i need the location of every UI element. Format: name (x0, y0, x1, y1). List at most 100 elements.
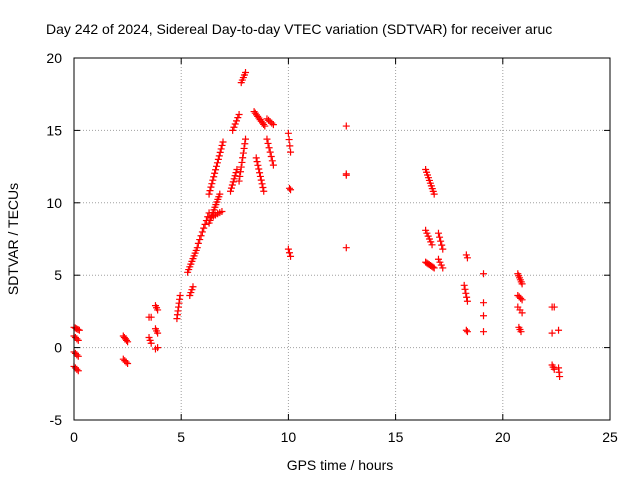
data-point (229, 126, 237, 134)
data-point (124, 360, 132, 368)
data-point (256, 169, 264, 177)
data-point (230, 123, 238, 131)
data-point (193, 244, 201, 252)
data-point (219, 138, 227, 146)
data-point (265, 144, 273, 152)
data-point (285, 136, 293, 144)
data-point (74, 336, 82, 344)
data-point (147, 339, 155, 347)
data-point (238, 158, 246, 166)
data-point (74, 367, 82, 375)
data-point (439, 245, 447, 253)
data-point (240, 144, 248, 152)
x-tick-label: 5 (177, 429, 185, 445)
data-point (217, 145, 225, 153)
data-point (239, 149, 247, 157)
data-point (268, 119, 276, 127)
data-point (436, 233, 444, 241)
data-point (259, 184, 267, 192)
data-point (342, 244, 350, 252)
data-point (123, 336, 131, 344)
data-point (437, 237, 445, 245)
data-point (231, 172, 239, 180)
data-point (239, 154, 247, 162)
chart-title: Day 242 of 2024, Sidereal Day-to-day VTE… (46, 21, 552, 37)
data-point (434, 229, 442, 237)
data-point (231, 120, 239, 128)
data-point (200, 224, 208, 232)
data-point (209, 176, 217, 184)
data-point (258, 180, 266, 188)
data-point (260, 187, 268, 195)
data-point (210, 173, 218, 181)
data-point (548, 329, 556, 337)
data-point (286, 142, 294, 150)
data-point (122, 358, 130, 366)
data-point (263, 135, 271, 143)
data-point (211, 169, 219, 177)
data-point (234, 114, 242, 122)
data-point (428, 241, 436, 249)
grid-lines (74, 58, 610, 420)
data-point (342, 171, 350, 179)
data-point (74, 326, 82, 333)
data-point (518, 280, 526, 288)
data-point (253, 158, 261, 166)
data-point (233, 117, 241, 125)
data-point (480, 312, 488, 320)
data-point (229, 178, 237, 186)
data-point (480, 270, 488, 278)
data-point (213, 159, 221, 167)
y-tick-label: 10 (46, 195, 62, 211)
data-point (518, 296, 526, 304)
data-point (241, 140, 249, 148)
data-point (463, 293, 471, 301)
data-point (480, 299, 488, 307)
data-point (518, 309, 526, 317)
data-point (205, 190, 213, 198)
data-point (154, 329, 162, 337)
data-point (206, 187, 214, 195)
data-point (439, 264, 447, 272)
data-point (216, 190, 224, 198)
data-point (237, 163, 245, 171)
data-point (462, 289, 470, 297)
x-tick-label: 0 (70, 429, 78, 445)
data-point (198, 228, 206, 236)
data-point (242, 135, 250, 143)
y-tick-label: 0 (54, 340, 62, 356)
data-point (147, 313, 155, 321)
data-point (287, 148, 295, 156)
data-point (218, 141, 226, 149)
data-point (460, 281, 468, 289)
data-point (480, 328, 488, 336)
data-point (342, 122, 350, 130)
y-tick-label: 15 (46, 122, 62, 138)
data-point (233, 165, 241, 173)
data-point (463, 297, 471, 305)
data-points (70, 68, 564, 381)
data-point (556, 373, 564, 381)
data-point (287, 252, 295, 260)
y-tick-label: 5 (54, 267, 62, 283)
data-point (73, 365, 81, 373)
data-point (461, 285, 469, 293)
data-point (154, 306, 162, 314)
data-point (285, 249, 293, 257)
y-tick-label: 20 (46, 50, 62, 66)
data-point (216, 148, 224, 156)
x-tick-label: 25 (602, 429, 618, 445)
x-tick-label: 15 (388, 429, 404, 445)
data-point (261, 122, 269, 130)
data-point (266, 148, 274, 156)
y-tick-label: -5 (50, 412, 63, 428)
data-point (237, 168, 245, 176)
data-point (429, 263, 437, 271)
data-point (201, 220, 209, 228)
data-point (284, 245, 292, 253)
data-point (463, 254, 471, 262)
data-point (232, 169, 240, 177)
data-point (215, 152, 223, 160)
data-point (189, 283, 197, 291)
